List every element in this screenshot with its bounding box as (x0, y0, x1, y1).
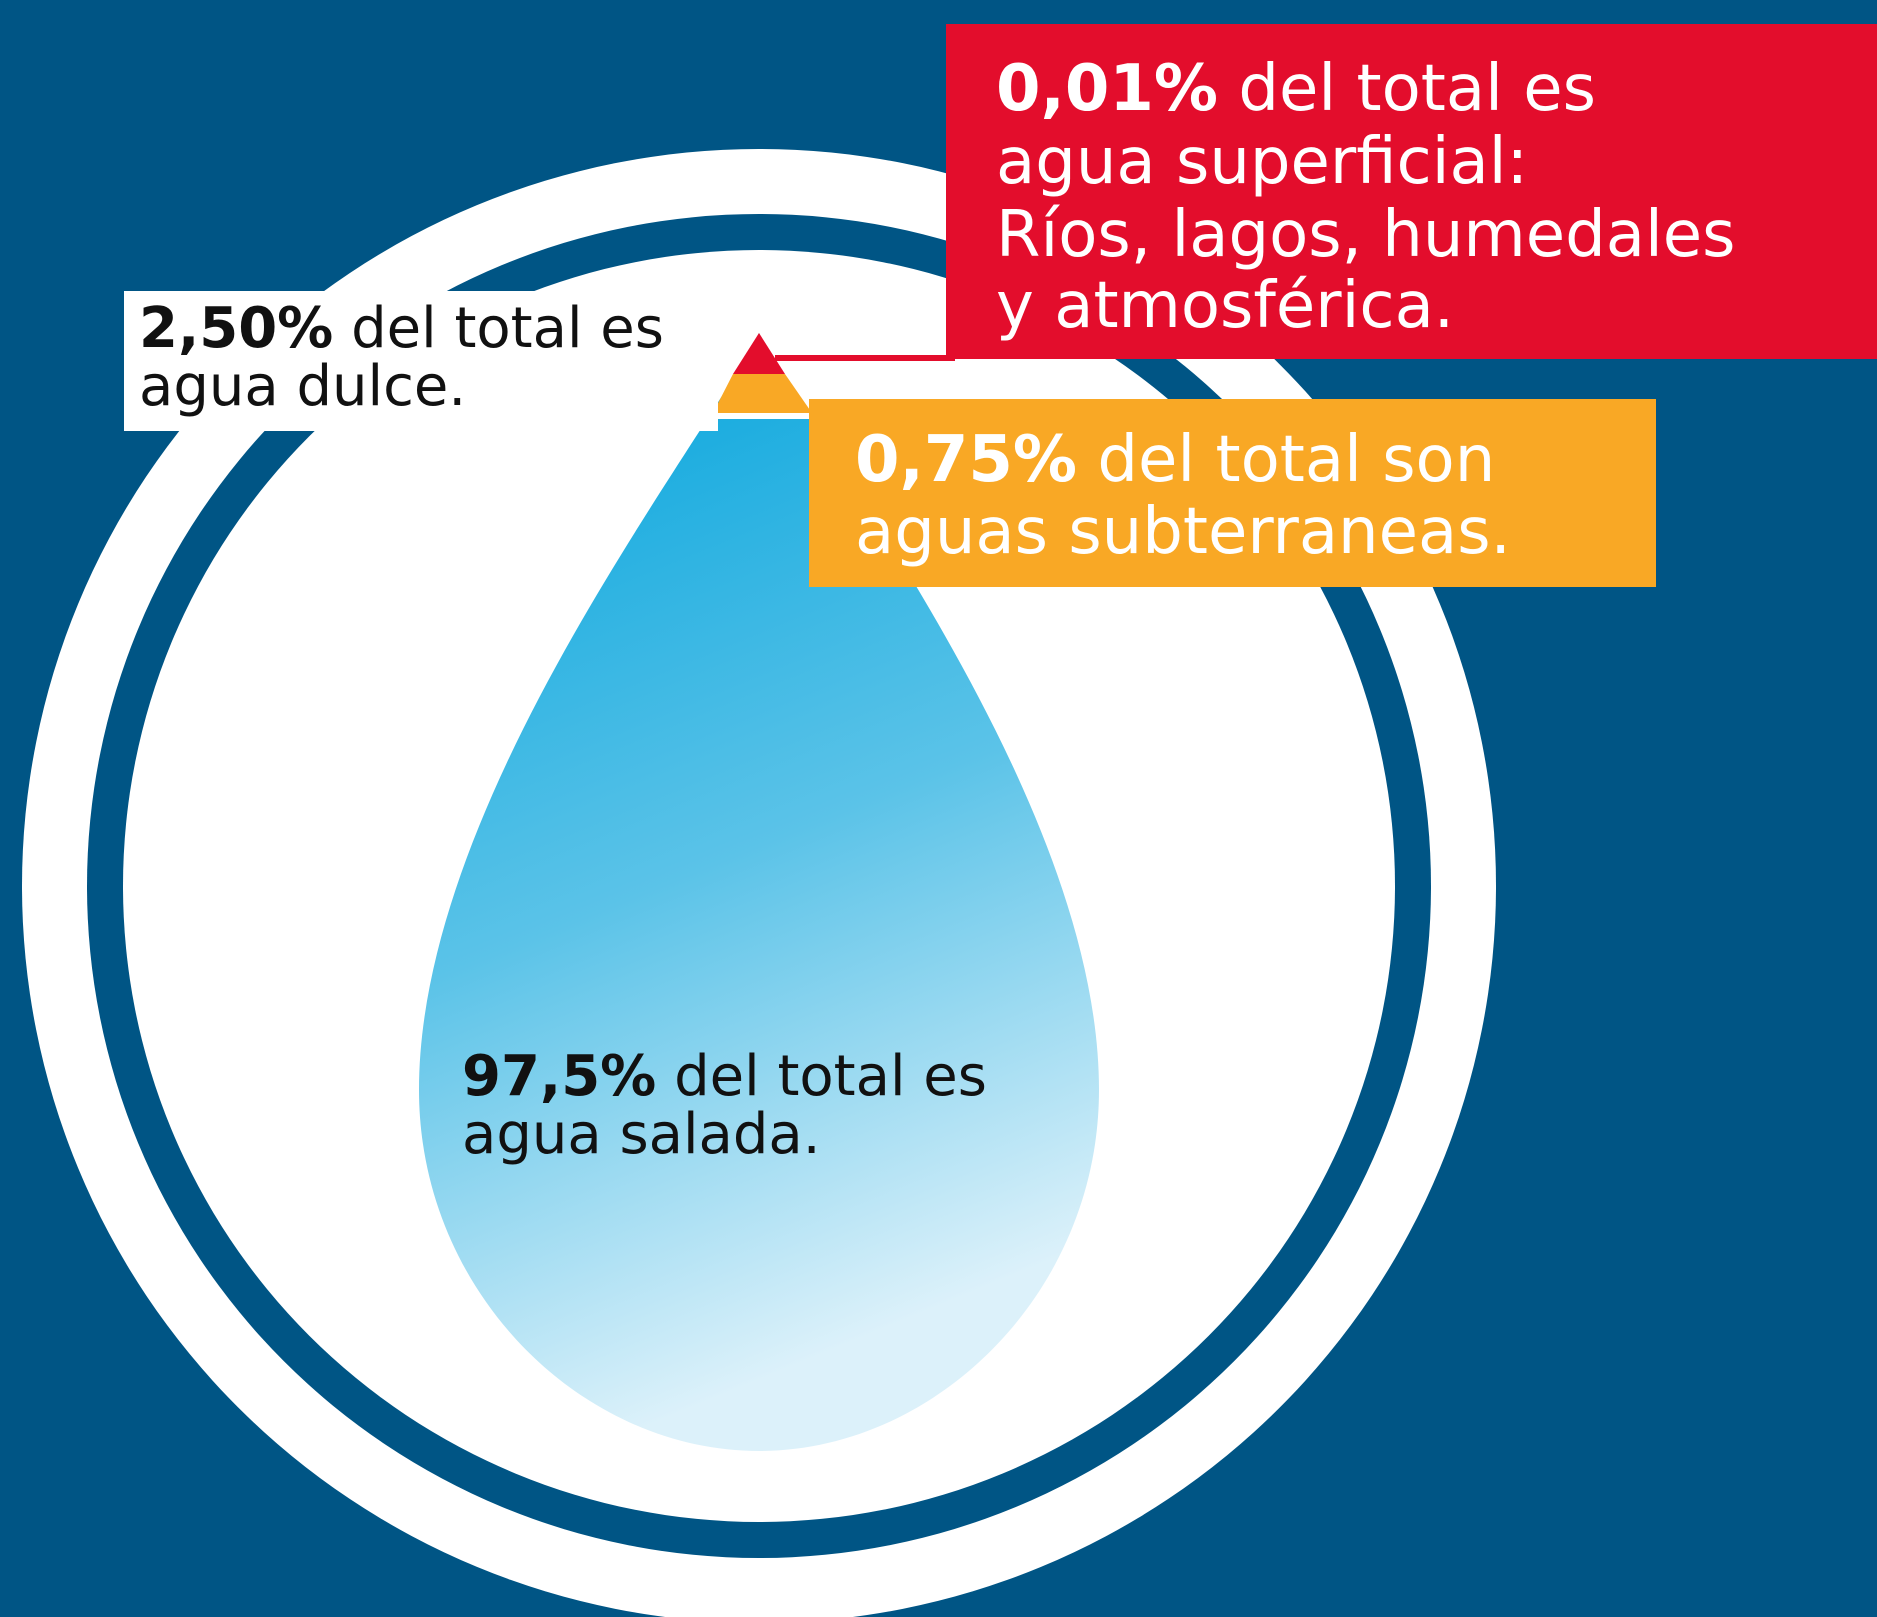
surface-text: Ríos, lagos, humedales (996, 198, 1735, 272)
surface-text: y atmosférica. (996, 269, 1454, 343)
saltwater-text: del total es (674, 1044, 987, 1109)
groundwater-line: 0,75% del total son (855, 423, 1495, 497)
groundwater-text: aguas subterraneas. (855, 495, 1511, 569)
saltwater-percent: 97,5% (462, 1044, 656, 1109)
freshwater-text: del total es (351, 296, 664, 361)
water-drop (419, 333, 1099, 1451)
surface-text: del total es (1238, 52, 1596, 126)
surface-callout-box (946, 24, 1877, 359)
connector-line (775, 355, 955, 361)
groundwater-text: del total son (1097, 423, 1495, 497)
saltwater-text: agua salada. (462, 1102, 821, 1167)
surface-line: 0,01% del total es (996, 52, 1596, 126)
groundwater-band (713, 374, 812, 413)
freshwater-percent: 2,50% (139, 296, 333, 361)
surface-percent: 0,01% (996, 52, 1218, 126)
freshwater-text: agua dulce. (139, 354, 466, 419)
groundwater-callout-box (809, 399, 1656, 587)
freshwater-line: 2,50% del total es (139, 296, 664, 361)
surface-text: agua superficial: (996, 125, 1528, 199)
freshwater-callout-box (124, 291, 718, 431)
surface-tip (733, 333, 785, 374)
saltwater-line: 97,5% del total es (462, 1044, 987, 1109)
groundwater-percent: 0,75% (855, 423, 1077, 497)
stripe (705, 413, 815, 419)
